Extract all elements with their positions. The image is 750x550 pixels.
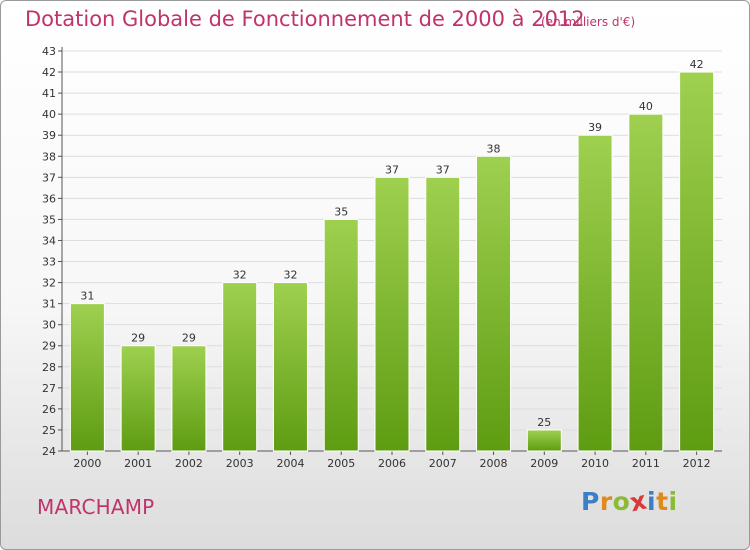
data-label: 39 [588, 121, 602, 134]
y-tick-label: 27 [42, 382, 56, 395]
bars [69, 71, 715, 452]
chart-subtitle: (en milliers d'€) [541, 15, 636, 29]
y-tick-label: 29 [42, 340, 56, 353]
data-label: 40 [639, 100, 653, 113]
y-tick-label: 32 [42, 277, 56, 290]
x-tick-label: 2012 [683, 457, 711, 470]
x-tick-label: 2000 [73, 457, 101, 470]
bar-2003 [222, 282, 258, 452]
y-tick-label: 43 [42, 45, 56, 58]
bar-2007 [425, 176, 461, 452]
y-tick-label: 30 [42, 319, 56, 332]
data-label: 29 [131, 332, 145, 345]
x-tick-label: 2003 [226, 457, 254, 470]
x-tick-label: 2007 [429, 457, 457, 470]
data-label: 38 [487, 142, 501, 155]
y-tick-label: 24 [42, 445, 56, 458]
bar-2012 [679, 71, 715, 452]
labels: 24 25 26 27 28 29 30 31 32 33 34 35 36 37 38 39 40 41 42 43… [42, 45, 711, 470]
y-tick-label: 31 [42, 298, 56, 311]
chart-title: Dotation Globale de Fonctionnement de 20… [25, 7, 585, 31]
bar-2008 [476, 155, 512, 452]
bar-2009 [526, 429, 562, 452]
x-tick-label: 2005 [327, 457, 355, 470]
y-tick-label: 38 [42, 150, 56, 163]
y-tick-label: 41 [42, 87, 56, 100]
y-tick-label: 34 [42, 234, 56, 247]
data-label: 31 [80, 290, 94, 303]
x-tick-label: 2010 [581, 457, 609, 470]
y-tick-label: 39 [42, 129, 56, 142]
y-tick-label: 42 [42, 66, 56, 79]
bar-2005 [323, 218, 359, 452]
bar-2002 [171, 345, 207, 452]
x-tick-label: 2006 [378, 457, 406, 470]
data-label: 25 [537, 416, 551, 429]
bar-2000 [69, 303, 105, 452]
data-label: 29 [182, 332, 196, 345]
y-tick-label: 35 [42, 213, 56, 226]
bar-2011 [628, 113, 664, 452]
y-tick-label: 37 [42, 171, 56, 184]
x-tick-label: 2009 [530, 457, 558, 470]
x-tick-label: 2002 [175, 457, 203, 470]
y-tick-label: 33 [42, 256, 56, 269]
x-tick-label: 2001 [124, 457, 152, 470]
bar-2004 [272, 282, 308, 452]
bar-2006 [374, 176, 410, 452]
y-tick-label: 40 [42, 108, 56, 121]
y-tick-label: 36 [42, 192, 56, 205]
y-tick-label: 28 [42, 361, 56, 374]
proxiti-logo[interactable]: Proxiti [581, 485, 678, 518]
data-label: 35 [334, 205, 348, 218]
y-tick-label: 25 [42, 424, 56, 437]
data-label: 42 [690, 58, 704, 71]
data-label: 32 [283, 269, 297, 282]
commune-name: MARCHAMP [37, 495, 155, 519]
data-label: 32 [233, 269, 247, 282]
x-tick-label: 2011 [632, 457, 660, 470]
data-label: 37 [385, 163, 399, 176]
y-tick-label: 26 [42, 403, 56, 416]
data-label: 37 [436, 163, 450, 176]
x-tick-label: 2004 [276, 457, 304, 470]
bar-2001 [120, 345, 156, 452]
bar-2010 [577, 134, 613, 452]
x-tick-label: 2008 [480, 457, 508, 470]
